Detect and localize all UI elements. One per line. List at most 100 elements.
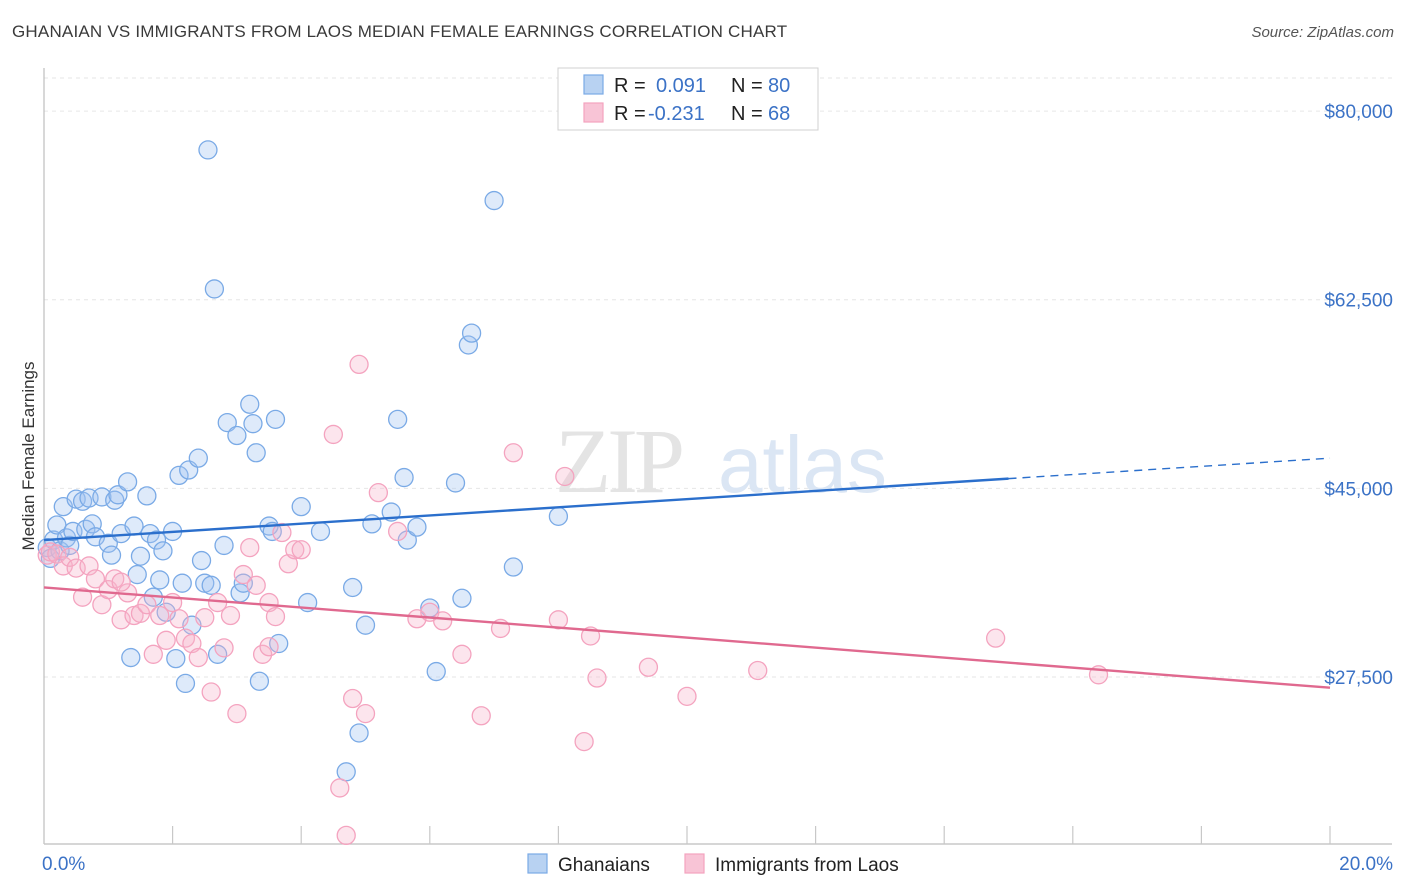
point-laos-40 bbox=[291, 540, 311, 560]
point-ghanaians-34 bbox=[166, 648, 186, 669]
point-ghanaians-22 bbox=[121, 647, 141, 668]
series-ghanaians-points bbox=[37, 140, 569, 782]
point-ghanaians-17 bbox=[101, 545, 122, 565]
stats-legend: R = 0.091 N = 80 R = -0.231 N = 68 bbox=[557, 67, 819, 131]
point-laos-56 bbox=[548, 610, 569, 630]
x-ticks bbox=[43, 826, 1331, 844]
y-tick-label-3: $80,000 bbox=[1324, 102, 1393, 123]
point-laos-4 bbox=[60, 547, 80, 567]
point-laos-0 bbox=[37, 545, 57, 565]
point-laos-55 bbox=[503, 443, 524, 463]
point-laos-44 bbox=[342, 688, 363, 709]
chart-source: Source: ZipAtlas.com bbox=[1251, 24, 1394, 41]
bottom-swatch-laos bbox=[684, 853, 705, 874]
legend-swatch-ghanaians bbox=[583, 74, 604, 95]
legend-r-value-1: -0.231 bbox=[648, 103, 705, 125]
point-laos-8 bbox=[85, 569, 106, 589]
point-ghanaians-41 bbox=[191, 550, 212, 571]
point-ghanaians-58 bbox=[265, 409, 286, 430]
point-laos-30 bbox=[227, 703, 247, 724]
point-laos-60 bbox=[555, 466, 575, 487]
point-laos-45 bbox=[349, 354, 369, 375]
point-ghanaians-29 bbox=[146, 530, 167, 550]
point-laos-46 bbox=[355, 703, 376, 724]
point-laos-62 bbox=[677, 686, 697, 706]
point-laos-57 bbox=[574, 731, 594, 752]
y-tick-label-1: $45,000 bbox=[1324, 479, 1393, 500]
point-ghanaians-48 bbox=[217, 412, 237, 433]
point-ghanaians-62 bbox=[310, 521, 331, 542]
point-laos-25 bbox=[195, 608, 215, 628]
point-ghanaians-78 bbox=[484, 190, 504, 211]
point-laos-24 bbox=[188, 647, 208, 668]
point-laos-32 bbox=[240, 537, 260, 558]
watermark: ZIP atlas bbox=[555, 410, 887, 512]
point-laos-34 bbox=[252, 644, 273, 664]
point-ghanaians-60 bbox=[291, 497, 311, 517]
series-legend: Ghanaians Immigrants from Laos bbox=[527, 853, 899, 876]
point-ghanaians-45 bbox=[204, 279, 225, 299]
point-ghanaians-43 bbox=[198, 140, 218, 160]
point-ghanaians-80 bbox=[548, 506, 569, 527]
point-ghanaians-37 bbox=[175, 673, 196, 694]
point-ghanaians-76 bbox=[458, 335, 479, 355]
bottom-swatch-ghanaians bbox=[527, 853, 548, 874]
trend-line-ghanaians bbox=[43, 477, 1009, 542]
point-laos-52 bbox=[452, 644, 472, 664]
point-ghanaians-54 bbox=[246, 443, 266, 463]
point-ghanaians-36 bbox=[172, 573, 192, 593]
point-ghanaians-30 bbox=[150, 570, 170, 590]
point-laos-23 bbox=[182, 633, 202, 654]
point-laos-37 bbox=[272, 522, 292, 543]
point-laos-36 bbox=[265, 606, 286, 627]
y-axis-title: Median Female Earnings bbox=[19, 362, 38, 551]
trend-line-ghanaians-extension bbox=[1008, 457, 1331, 480]
point-ghanaians-55 bbox=[249, 671, 270, 691]
trend-line-laos bbox=[43, 586, 1331, 689]
point-ghanaians-26 bbox=[137, 486, 157, 506]
point-ghanaians-75 bbox=[452, 588, 472, 608]
y-tick-labels: $27,500 $45,000 $62,500 $80,000 bbox=[1324, 102, 1393, 689]
point-ghanaians-47 bbox=[214, 535, 234, 556]
point-laos-61 bbox=[638, 657, 659, 677]
point-ghanaians-63 bbox=[342, 577, 363, 598]
chart-title: GHANAIAN VS IMMIGRANTS FROM LAOS MEDIAN … bbox=[12, 22, 788, 41]
x-tick-label-0: 0.0% bbox=[42, 854, 85, 875]
bottom-legend-laos: Immigrants from Laos bbox=[715, 855, 899, 876]
point-laos-47 bbox=[368, 482, 389, 503]
legend-r-label-1: R = bbox=[614, 103, 646, 125]
point-laos-64 bbox=[985, 628, 1006, 648]
point-laos-67 bbox=[111, 572, 131, 592]
point-laos-48 bbox=[387, 521, 408, 542]
point-ghanaians-74 bbox=[445, 473, 466, 493]
point-ghanaians-81 bbox=[336, 762, 356, 782]
bottom-legend-ghanaians: Ghanaians bbox=[558, 855, 650, 876]
point-laos-39 bbox=[285, 540, 305, 560]
point-laos-26 bbox=[201, 682, 221, 702]
point-laos-41 bbox=[323, 424, 344, 445]
point-laos-53 bbox=[471, 706, 491, 726]
legend-n-label-0: N = bbox=[731, 75, 763, 97]
point-laos-59 bbox=[587, 668, 607, 688]
point-ghanaians-21 bbox=[117, 472, 138, 492]
point-laos-43 bbox=[336, 825, 356, 846]
x-tick-label-1: 20.0% bbox=[1339, 854, 1393, 875]
point-ghanaians-23 bbox=[124, 516, 144, 536]
point-ghanaians-18 bbox=[105, 490, 125, 510]
x-tick-labels: 0.0% 20.0% bbox=[42, 854, 1393, 875]
point-laos-31 bbox=[233, 564, 253, 585]
point-laos-38 bbox=[278, 554, 298, 574]
point-ghanaians-19 bbox=[108, 485, 128, 505]
point-ghanaians-44 bbox=[201, 575, 221, 595]
legend-n-value-0: 80 bbox=[768, 75, 790, 97]
legend-r-label-0: R = bbox=[614, 75, 646, 97]
point-laos-17 bbox=[143, 644, 163, 664]
point-ghanaians-53 bbox=[243, 414, 263, 434]
point-ghanaians-64 bbox=[349, 723, 369, 743]
point-laos-66 bbox=[259, 637, 279, 657]
point-laos-19 bbox=[156, 630, 176, 650]
point-ghanaians-49 bbox=[227, 425, 247, 446]
point-ghanaians-69 bbox=[394, 467, 414, 488]
point-ghanaians-25 bbox=[130, 546, 151, 566]
